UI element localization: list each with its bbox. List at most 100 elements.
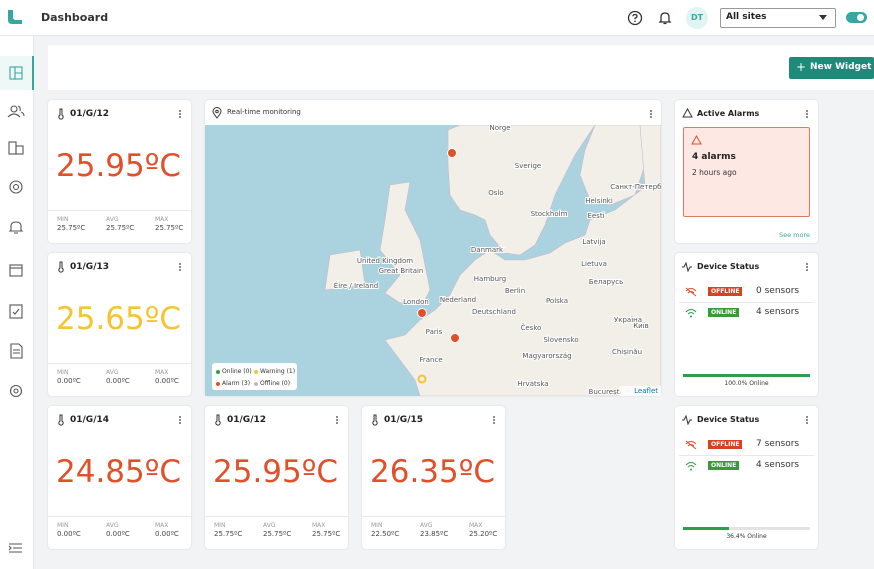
alarm-marker[interactable] xyxy=(450,333,460,343)
legend-label: Offline (0) xyxy=(260,380,291,387)
site-select[interactable]: All sites xyxy=(720,8,836,28)
sensor-id: 01/G/15 xyxy=(384,415,424,425)
online-label: 36.4% Online xyxy=(726,533,767,540)
nav-alerts[interactable] xyxy=(8,221,24,234)
avatar[interactable]: DT xyxy=(686,7,708,29)
dropdown-arrow xyxy=(819,15,827,20)
place-label: Hrvatska xyxy=(517,380,548,388)
new-widget-button[interactable]: + New Widget xyxy=(789,57,874,79)
place-label: Eesti xyxy=(587,212,604,220)
place-label: Berlin xyxy=(505,287,525,295)
stat-value: 25.75ºC xyxy=(214,530,243,538)
menu-icon xyxy=(179,110,181,118)
logo xyxy=(8,10,22,24)
device-status-title: Device Status xyxy=(697,262,760,271)
temperature-value: 25.65ºC xyxy=(56,301,181,337)
menu-icon-part xyxy=(806,113,808,115)
stat-value: 23.85ºC xyxy=(420,530,449,538)
stat-label: AVG xyxy=(106,522,119,529)
activity-icon-part xyxy=(682,415,692,425)
help-icon[interactable] xyxy=(627,10,643,26)
thermometer-icon xyxy=(58,261,64,273)
land xyxy=(379,181,431,304)
place-label: Hamburg xyxy=(474,275,506,283)
alarm-marker[interactable] xyxy=(417,308,427,318)
page-title: Dashboard xyxy=(41,11,109,24)
temperature-value: 26.35ºC xyxy=(370,454,495,490)
activity-icon xyxy=(682,262,692,272)
thermometer-icon xyxy=(58,414,64,426)
status-badge: OFFLINE xyxy=(708,440,743,449)
thermometer-icon-part xyxy=(372,414,378,426)
menu-icon-part xyxy=(179,116,181,118)
menu-icon-part xyxy=(806,422,808,424)
nav-users[interactable] xyxy=(7,105,25,118)
menu-icon-part xyxy=(179,110,181,112)
menu-icon-part xyxy=(650,116,652,118)
wifi-icon xyxy=(685,462,697,471)
nav-collapse[interactable] xyxy=(8,543,22,553)
plus-icon: + xyxy=(796,60,807,74)
stat-label: MAX xyxy=(155,522,169,529)
menu-icon xyxy=(493,416,495,424)
legend-dot xyxy=(216,370,220,374)
nav-calendar[interactable] xyxy=(9,264,23,277)
nav-tasks[interactable] xyxy=(9,304,23,319)
wifi-icon-part xyxy=(685,309,697,315)
activity-icon xyxy=(682,415,692,425)
progress-bar xyxy=(683,527,730,530)
place-label: Slovensko xyxy=(543,336,578,344)
sensor-count: 4 sensors xyxy=(756,460,800,470)
alarm-box[interactable]: 4 alarms 2 hours ago xyxy=(683,127,810,217)
alarm-marker[interactable] xyxy=(447,148,457,158)
sensor-id: 01/G/12 xyxy=(227,415,267,425)
online-label: 100.0% Online xyxy=(724,380,769,387)
stat-label: MAX xyxy=(312,522,326,529)
notifications-icon[interactable] xyxy=(657,10,673,26)
temperature-card: 01/G/12 25.95ºC MIN 25.75ºC AVG 25.75ºC MAX 25.… xyxy=(205,406,348,549)
thermometer-icon-part xyxy=(58,108,64,120)
device-status-title: Device Status xyxy=(697,415,760,424)
menu-icon-part xyxy=(493,422,495,424)
status-badge: ONLINE xyxy=(708,461,740,470)
nav-buildings[interactable] xyxy=(8,141,24,155)
nav-dashboard[interactable] xyxy=(9,66,23,80)
activity-icon-part xyxy=(682,262,692,272)
place-label: France xyxy=(419,356,442,364)
stat-value: 22.50ºC xyxy=(371,530,400,538)
temperature-card: 01/G/15 26.35ºC MIN 22.50ºC AVG 23.85ºC MAX 25.… xyxy=(362,406,505,549)
thermometer-icon xyxy=(372,414,378,426)
sensor-id: 01/G/14 xyxy=(70,415,110,425)
temperature-value: 25.95ºC xyxy=(213,454,338,490)
menu-icon xyxy=(806,110,808,118)
legend-label: Online (0) xyxy=(222,368,252,375)
sidebar-active xyxy=(0,56,34,90)
sensor-count: 7 sensors xyxy=(756,439,800,449)
divider xyxy=(48,516,191,517)
map-card: Real-time monitoring Norge Sverige Oslo Stoc… xyxy=(205,100,661,396)
stat-value: 0.00ºC xyxy=(106,377,130,385)
alarm-icon-part xyxy=(682,108,693,118)
warning-marker[interactable] xyxy=(417,374,427,384)
nav-reports[interactable] xyxy=(10,343,23,359)
site-select-value: All sites xyxy=(726,12,767,22)
top-bar: Dashboard DT All sites xyxy=(0,0,874,36)
place-label: Sverige xyxy=(515,162,541,170)
menu-icon-part xyxy=(650,113,652,115)
alarm-icon xyxy=(682,108,693,118)
toggle[interactable] xyxy=(846,12,867,23)
menu-icon-part xyxy=(806,419,808,421)
see-more-link[interactable]: See more xyxy=(778,231,810,239)
place-label: Éire / Ireland xyxy=(334,281,378,290)
device-status-card: Device Status OFFLINE 7 sensors ONLINE 4 sen… xyxy=(675,406,818,549)
nav-settings[interactable] xyxy=(9,384,23,398)
status-badge: ONLINE xyxy=(708,308,740,317)
place-label: London xyxy=(403,298,429,306)
nav-sensors[interactable] xyxy=(9,180,23,194)
wifi-icon-part xyxy=(690,315,692,318)
place-label: București xyxy=(589,388,622,396)
stat-value: 25.20ºC xyxy=(469,530,498,538)
stat-value: 0.00ºC xyxy=(106,530,130,538)
alarm-box-icon xyxy=(691,135,702,145)
